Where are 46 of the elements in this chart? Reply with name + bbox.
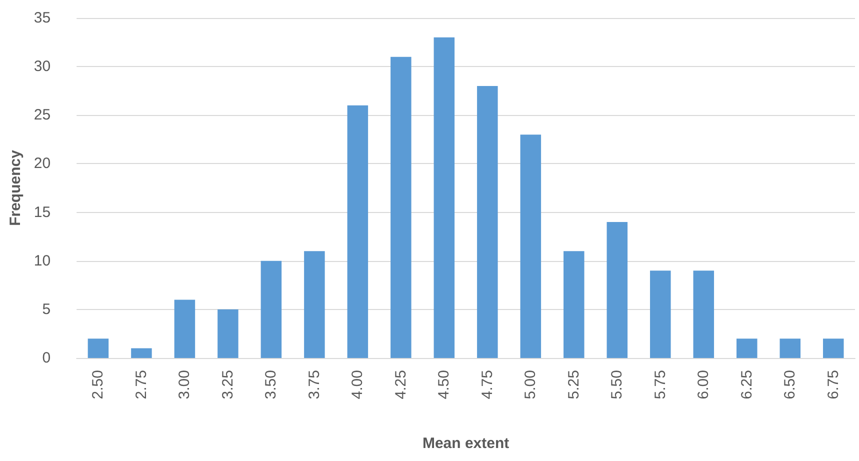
bar xyxy=(736,338,758,358)
bar xyxy=(88,338,109,358)
y-axis-title: Frequency xyxy=(7,149,24,226)
bar xyxy=(606,222,628,358)
x-tick-label: 5.00 xyxy=(522,370,540,400)
x-tick-label: 6.00 xyxy=(695,370,712,400)
x-tick-label: 5.25 xyxy=(565,370,582,400)
x-tick-label: 3.50 xyxy=(262,370,280,400)
bar xyxy=(304,251,325,358)
x-tick-label: 6.25 xyxy=(738,370,756,400)
bar xyxy=(520,134,542,358)
x-tick-label: 4.25 xyxy=(392,370,410,400)
x-tick-label: 4.75 xyxy=(478,370,496,400)
bar xyxy=(564,251,584,358)
bar xyxy=(650,270,671,358)
y-tick-label: 5 xyxy=(42,300,51,318)
x-tick-label: 6.50 xyxy=(782,370,799,400)
bar xyxy=(434,37,455,358)
y-tick-label: 35 xyxy=(34,10,51,26)
bar xyxy=(823,338,844,358)
x-tick-label: 4.50 xyxy=(436,370,453,400)
bar xyxy=(780,338,801,358)
bar xyxy=(174,300,196,358)
x-tick-label: 3.25 xyxy=(219,370,236,400)
bar xyxy=(693,270,714,358)
x-tick-label: 6.75 xyxy=(824,370,842,400)
x-tick-label: 2.75 xyxy=(132,370,150,400)
y-tick-label: 30 xyxy=(34,58,51,76)
x-tick-label: 4.00 xyxy=(349,370,366,400)
y-tick-label: 25 xyxy=(34,106,51,124)
y-tick-label: 10 xyxy=(34,252,51,270)
x-tick-label: 2.50 xyxy=(90,370,107,400)
bar xyxy=(218,309,238,358)
bar xyxy=(131,348,152,358)
y-tick-label: 20 xyxy=(34,155,51,172)
bar xyxy=(260,260,282,358)
x-tick-label: 5.50 xyxy=(608,370,626,400)
x-tick-label: 3.00 xyxy=(176,370,194,400)
y-tick-label: 0 xyxy=(42,350,51,366)
bar xyxy=(477,86,498,358)
x-tick-label: 3.75 xyxy=(306,370,323,400)
bar xyxy=(390,56,412,358)
x-axis-title: Mean extent xyxy=(422,435,510,452)
x-tick-label: 5.75 xyxy=(652,370,669,400)
bar xyxy=(347,105,368,358)
y-tick-label: 15 xyxy=(34,204,51,221)
